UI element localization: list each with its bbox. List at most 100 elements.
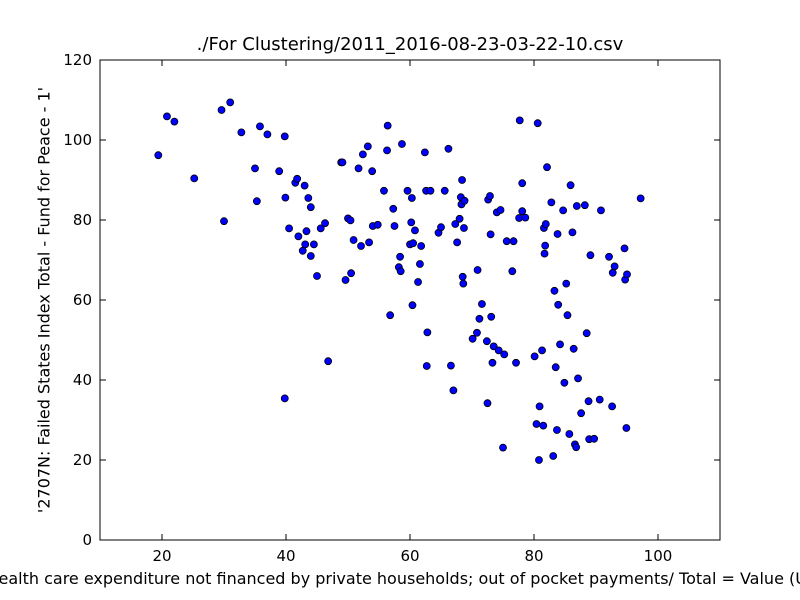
data-point — [414, 278, 422, 286]
data-point — [383, 121, 392, 130]
data-point — [313, 272, 321, 280]
data-point — [582, 329, 591, 338]
data-point — [586, 251, 595, 260]
data-point — [559, 206, 568, 215]
data-point — [533, 119, 542, 128]
y-tick-label: 120 — [63, 51, 92, 69]
data-point — [486, 192, 494, 200]
data-point — [306, 203, 315, 212]
data-point — [554, 300, 563, 309]
data-point — [460, 196, 469, 205]
data-point — [487, 312, 496, 321]
data-point — [549, 452, 558, 460]
data-point — [502, 237, 511, 246]
data-point — [358, 150, 367, 159]
data-point — [396, 267, 405, 276]
data-point — [407, 194, 416, 202]
data-point — [444, 144, 453, 153]
data-point — [226, 98, 235, 107]
data-point — [551, 363, 560, 372]
data-point — [449, 386, 458, 395]
data-point — [256, 122, 264, 131]
data-point — [597, 206, 605, 215]
data-point — [389, 204, 398, 213]
data-point — [623, 270, 631, 279]
ticks-layer: 20 40 60 80 100 0 20 40 60 80 100 120 — [63, 51, 720, 565]
data-point — [540, 249, 549, 258]
data-point — [577, 409, 586, 418]
data-point — [543, 163, 551, 172]
data-point — [275, 167, 284, 176]
data-point — [535, 402, 544, 411]
data-point — [217, 106, 226, 114]
data-point — [530, 352, 539, 361]
data-point — [357, 242, 365, 250]
data-point — [605, 252, 613, 261]
data-point — [515, 116, 524, 125]
x-tick-label: 60 — [400, 547, 419, 565]
data-point — [154, 151, 163, 160]
data-point — [508, 267, 517, 276]
data-point — [281, 193, 290, 202]
y-tick-label: 20 — [73, 451, 92, 469]
data-point — [572, 202, 581, 210]
data-point — [300, 181, 309, 190]
data-point — [494, 346, 503, 355]
data-point — [341, 276, 350, 284]
data-point — [309, 240, 318, 249]
data-point — [521, 213, 530, 222]
data-point — [383, 146, 391, 155]
data-point — [403, 186, 412, 195]
data-point — [294, 232, 303, 241]
plot-frame — [99, 59, 721, 541]
data-point — [365, 238, 373, 247]
data-point — [535, 456, 543, 464]
data-point — [620, 244, 629, 253]
data-point — [368, 167, 377, 176]
data-point — [569, 344, 578, 353]
data-point — [475, 314, 484, 323]
data-point — [483, 399, 492, 408]
data-point — [622, 424, 631, 432]
data-point — [354, 164, 363, 173]
data-point — [556, 340, 564, 349]
data-point — [486, 230, 495, 239]
x-tick-label: 20 — [152, 547, 171, 565]
data-point — [420, 148, 429, 157]
chart-title: ./For Clustering/2011_2016-08-23-03-22-1… — [196, 34, 624, 55]
data-point — [473, 328, 481, 337]
data-point — [453, 238, 462, 247]
data-point — [541, 241, 550, 250]
data-point — [321, 219, 329, 228]
data-point — [568, 228, 577, 237]
data-point — [347, 269, 356, 278]
data-point — [509, 237, 518, 246]
data-point — [595, 395, 604, 404]
data-point — [426, 186, 435, 195]
x-tick-label: 100 — [644, 547, 673, 565]
data-point — [338, 158, 347, 167]
data-point — [500, 350, 509, 359]
data-point — [608, 268, 617, 277]
data-point — [488, 358, 497, 367]
data-point — [437, 223, 445, 232]
y-axis-label: '2707N: Failed States Index Total - Fund… — [34, 86, 54, 514]
data-point — [518, 179, 527, 188]
data-point — [220, 217, 228, 226]
data-point — [298, 246, 307, 255]
data-point — [473, 266, 482, 274]
data-point — [170, 117, 179, 126]
data-point — [252, 197, 261, 206]
data-point — [572, 443, 581, 452]
data-point — [396, 252, 404, 261]
y-tick-label: 40 — [73, 371, 92, 389]
data-point — [324, 357, 333, 366]
data-point — [539, 421, 548, 430]
data-point — [409, 239, 418, 248]
data-point — [478, 300, 486, 308]
data-point — [574, 374, 582, 383]
data-point — [263, 130, 272, 139]
x-tick-label: 40 — [276, 547, 295, 565]
y-tick-label: 0 — [82, 531, 92, 549]
data-point — [417, 242, 426, 250]
